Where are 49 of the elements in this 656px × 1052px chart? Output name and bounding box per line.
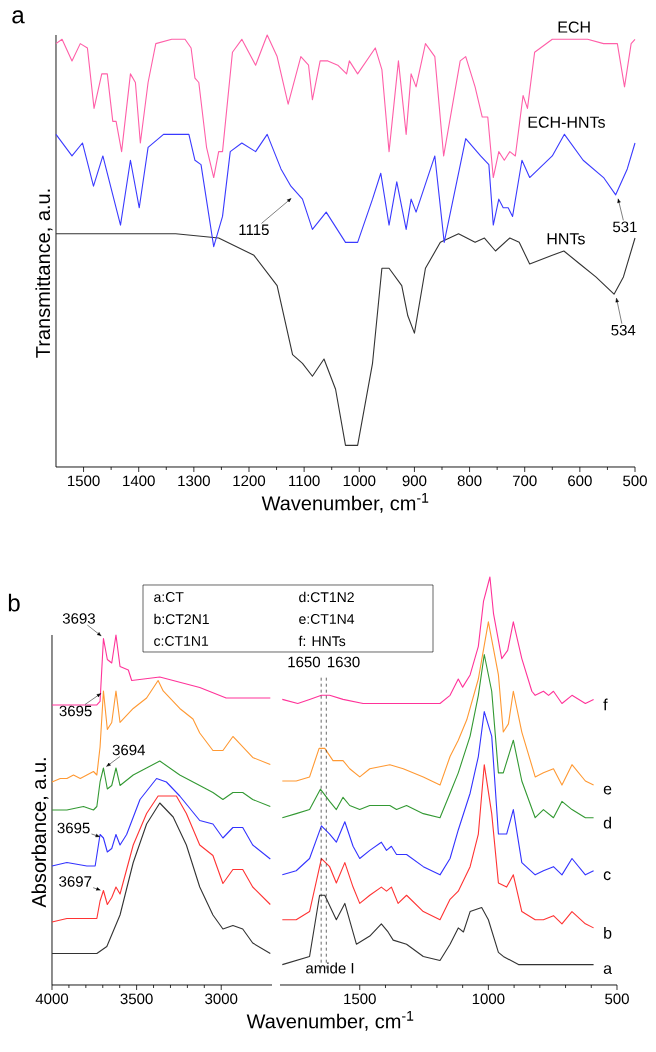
series-label: f <box>603 698 608 711</box>
x-tick-label: 1500 <box>344 993 376 1005</box>
chart-title: b <box>8 593 20 612</box>
x-axis-title: Wavenumber, cm$^{-1}$ <box>246 1011 414 1031</box>
x-tick-label: 1000 <box>343 475 376 487</box>
series-label: e <box>603 785 612 795</box>
x-tick-label: 600 <box>568 475 592 487</box>
series-label: c <box>603 871 611 881</box>
series-label: ECH-HNTs <box>528 116 605 128</box>
x-tick-label: 500 <box>605 993 629 1005</box>
annotation: 1115 <box>239 224 269 236</box>
x-tick-label: 3500 <box>120 993 153 1005</box>
x-tick-label: 1300 <box>178 475 210 487</box>
x-tick-label: 1200 <box>233 475 266 487</box>
series-label: a <box>603 965 613 974</box>
x-tick-label: 1400 <box>123 475 155 487</box>
ref-line-label: 1630 <box>327 656 360 668</box>
x-tick-label: 1100 <box>289 475 320 487</box>
series-label: d <box>603 816 611 829</box>
annotation: amide I <box>306 962 354 974</box>
x-tick-label: 700 <box>512 475 537 487</box>
annotation: 531 <box>612 221 637 233</box>
annotation: c:CT1N1 <box>154 636 209 646</box>
y-axis-title: Absorbance, a.u. <box>31 758 49 908</box>
x-tick-label: 900 <box>402 475 427 487</box>
text: a:CT <box>154 592 184 602</box>
x-tick-label: 3000 <box>205 993 238 1005</box>
x-tick-label: 4000 <box>35 993 69 1005</box>
text: b:CT2N1 <box>154 613 209 625</box>
annotation: f: HNTs <box>298 635 346 647</box>
y-axis-title: Transmittance, a.u. <box>35 189 53 358</box>
x-tick-label: 1000 <box>472 993 505 1005</box>
annotation: 3694 <box>112 744 146 756</box>
x-tick-label: 500 <box>623 475 647 487</box>
annotation: e:CT1N4 <box>299 614 355 624</box>
annotation: 534 <box>611 324 636 336</box>
ref-line-label: 1650 <box>288 656 321 668</box>
annotation: 3693 <box>62 613 95 624</box>
x-tick-label: 1500 <box>68 475 100 487</box>
series-label: HNTs <box>547 233 585 245</box>
annotation: d:CT1N2 <box>299 591 354 603</box>
annotation: 3697 <box>59 876 92 887</box>
annotation: 3695 <box>59 705 92 717</box>
annotation: 3695 <box>57 822 90 834</box>
series-label: b <box>604 927 612 939</box>
series-label: ECH <box>558 21 590 33</box>
x-axis-title: Wavenumber, cm$^{-1}$ <box>261 493 429 513</box>
x-tick-label: 800 <box>457 475 482 487</box>
chart-title: a <box>12 10 25 24</box>
